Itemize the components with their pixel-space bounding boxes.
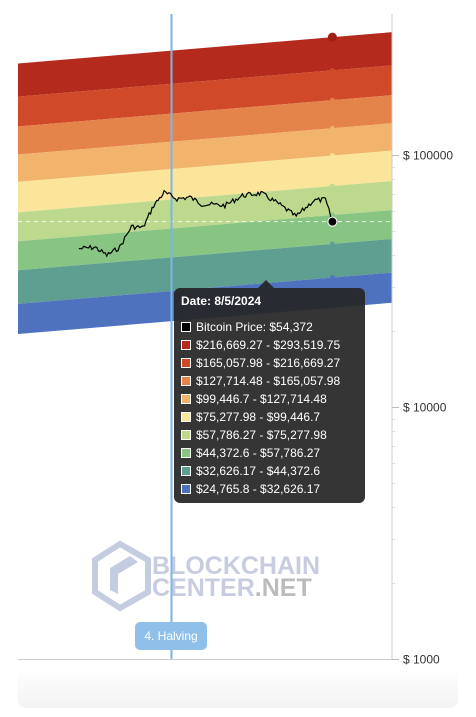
top-band-marker — [327, 32, 337, 42]
tooltip-swatch-band-8 — [181, 484, 191, 494]
tooltip-date: Date: 8/5/2024 — [181, 294, 262, 308]
band-marker-8 — [329, 275, 335, 281]
watermark-line1: BLOCKCHAIN — [152, 552, 320, 580]
band-7 — [18, 238, 392, 304]
price-line-layer — [78, 189, 338, 258]
watermark-line2a: CENTER — [152, 574, 255, 602]
tooltip-band-label-6: $44,372.6 - $57,786.27 — [196, 446, 321, 460]
tooltip-band-label-7: $32,626.17 - $44,372.6 — [196, 464, 321, 478]
band-marker-1 — [329, 67, 335, 73]
band-2 — [18, 95, 392, 155]
tooltip-swatch-band-3 — [181, 394, 191, 404]
price-line — [78, 189, 333, 258]
tooltip-swatch-band-1 — [181, 358, 191, 368]
tooltip-row-price: Bitcoin Price: $54,372 — [181, 318, 365, 336]
tooltip-band-label-3: $99,446.7 - $127,714.48 — [196, 392, 327, 406]
band-3 — [18, 123, 392, 182]
tooltip-row-band-8: $24,765.8 - $32,626.17 — [181, 480, 365, 498]
tooltip-band-list: $216,669.27 - $293,519.75 $165,057.98 - $… — [181, 336, 365, 498]
y-tick-label-0: $ 100000 — [403, 149, 453, 163]
watermark-line2: CENTER.NET — [152, 574, 312, 602]
band-0 — [18, 32, 392, 97]
tooltip-row-band-4: $75,277.98 - $99,446.7 — [181, 408, 365, 426]
tooltip-price: Bitcoin Price: $54,372 — [196, 320, 313, 334]
tooltip-row-band-1: $165,057.98 - $216,669.27 — [181, 354, 365, 372]
band-5 — [18, 181, 392, 242]
tooltip-row-band-2: $127,714.48 - $165,057.98 — [181, 372, 365, 390]
tooltip-row-band-0: $216,669.27 - $293,519.75 — [181, 336, 365, 354]
watermark-cube-icon — [92, 540, 151, 612]
band-marker-7 — [329, 241, 335, 247]
tooltip-swatch-band-4 — [181, 412, 191, 422]
tooltip-swatch-band-5 — [181, 430, 191, 440]
band-4 — [18, 150, 392, 213]
tooltip-band-label-2: $127,714.48 - $165,057.98 — [196, 374, 341, 388]
tooltip-swatch-band-6 — [181, 448, 191, 458]
band-marker-2 — [329, 97, 335, 103]
band-marker-3 — [329, 125, 335, 131]
tooltip-band-label-1: $165,057.98 - $216,669.27 — [196, 356, 341, 370]
tooltip-swatch-price — [181, 322, 191, 332]
tooltip: Date: 8/5/2024 Bitcoin Price: $54,372 $2… — [174, 288, 365, 503]
halving-label: 4. Halving — [135, 622, 207, 650]
y-tick-label-2: $ 1000 — [403, 653, 440, 667]
y-tick-label-1: $ 10000 — [403, 401, 447, 415]
tooltip-row-band-5: $57,786.27 - $75,277.98 — [181, 426, 365, 444]
watermark-line2b: .NET — [255, 574, 312, 602]
tooltip-row-band-3: $99,446.7 - $127,714.48 — [181, 390, 365, 408]
tooltip-band-label-8: $24,765.8 - $32,626.17 — [196, 482, 321, 496]
tooltip-band-label-5: $57,786.27 - $75,277.98 — [196, 428, 327, 442]
price-point[interactable] — [327, 216, 338, 227]
tooltip-caret — [258, 280, 274, 288]
tooltip-swatch-band-2 — [181, 376, 191, 386]
tooltip-row-band-7: $32,626.17 - $44,372.6 — [181, 462, 365, 480]
band-marker-5 — [329, 183, 335, 189]
chart-footer — [18, 668, 458, 708]
tooltip-swatch-band-0 — [181, 340, 191, 350]
band-marker-4 — [329, 153, 335, 159]
tooltip-row-band-6: $44,372.6 - $57,786.27 — [181, 444, 365, 462]
rainbow-bands — [18, 32, 392, 335]
tooltip-swatch-band-7 — [181, 466, 191, 476]
band-marker-6 — [329, 212, 335, 218]
watermark-cube-inner — [110, 556, 138, 594]
tooltip-band-label-4: $75,277.98 - $99,446.7 — [196, 410, 321, 424]
band-1 — [18, 65, 392, 127]
y-axis: $ 100000 $ 10000 $ 1000 — [391, 14, 453, 667]
tooltip-band-label-0: $216,669.27 - $293,519.75 — [196, 338, 341, 352]
band-6 — [18, 210, 392, 271]
